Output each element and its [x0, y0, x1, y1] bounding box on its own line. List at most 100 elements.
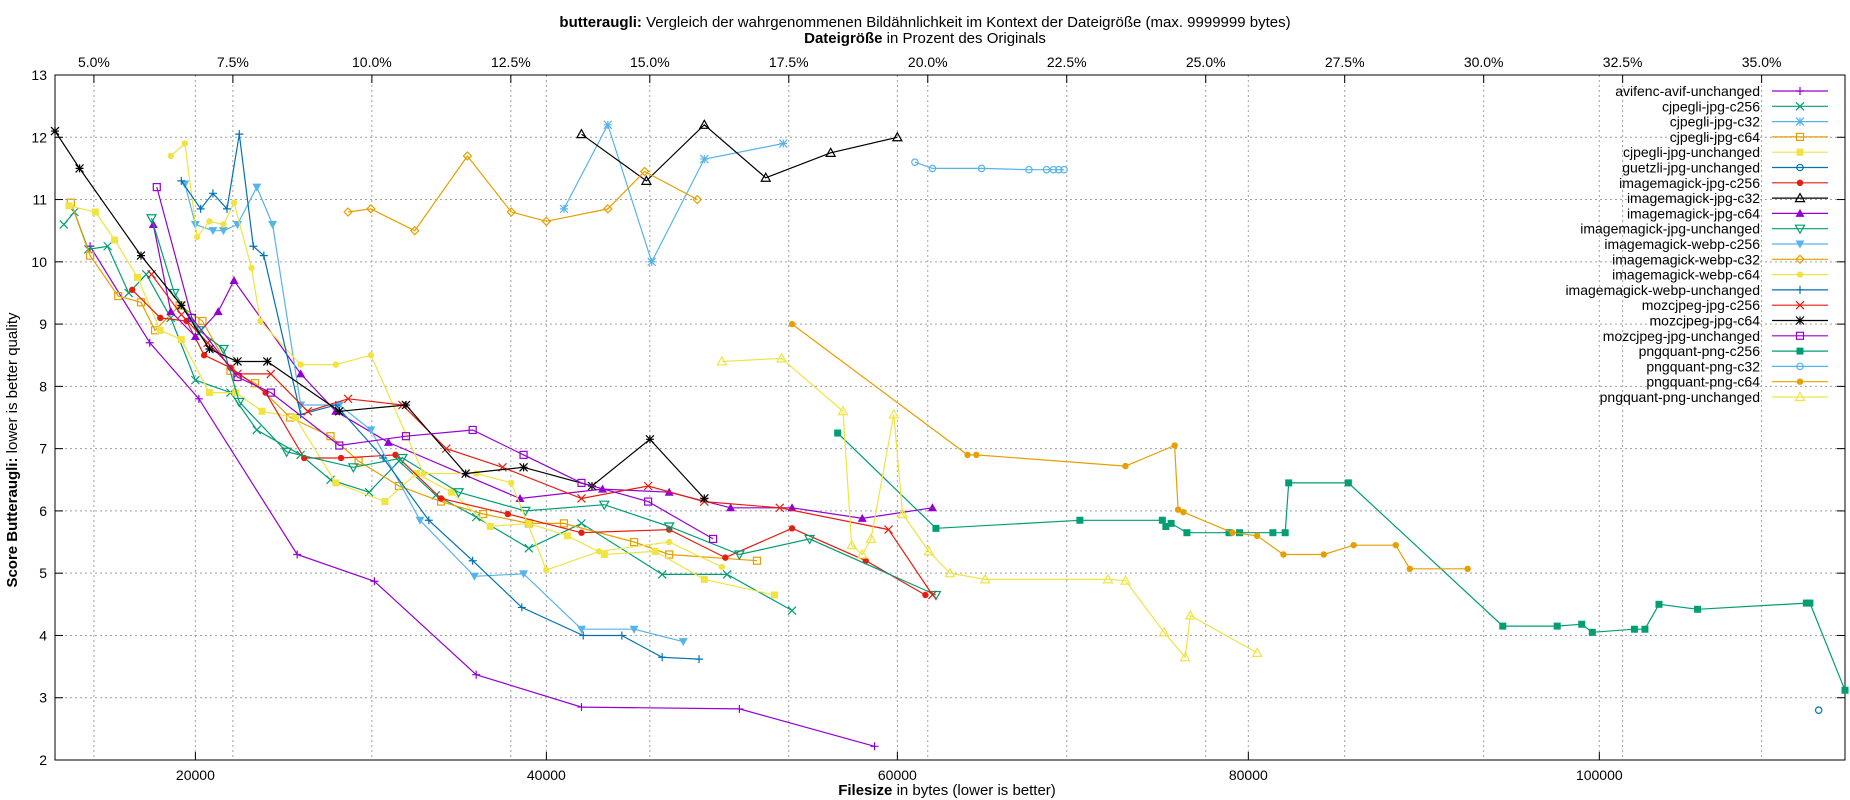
legend-label: imagemagick-webp-c256: [1604, 236, 1760, 252]
data-point: [1162, 522, 1170, 530]
data-point: [129, 286, 136, 294]
plot-border: [54, 74, 1846, 761]
data-point: [1841, 686, 1849, 694]
data-point: [381, 498, 389, 506]
series-line: [837, 432, 1846, 691]
series-cjpegli-jpg-unchanged: [65, 202, 779, 599]
data-point: [600, 551, 608, 558]
series-imagemagick-webp-c64: [167, 140, 726, 574]
chart-title-rest: Vergleich der wahrgenommenen Bildähnlich…: [642, 14, 1291, 31]
data-point: [233, 397, 245, 408]
data-point: [1795, 300, 1805, 310]
data-point: [1320, 551, 1327, 558]
data-point: [1796, 271, 1804, 278]
data-point: [1102, 573, 1114, 584]
y-tick-label: 3: [39, 690, 47, 706]
data-point: [1236, 529, 1244, 537]
data-point: [415, 516, 425, 525]
legend-item: cjpegli-jpg-c256: [1662, 98, 1828, 114]
data-point: [166, 307, 176, 316]
data-point: [678, 638, 688, 647]
data-point: [230, 199, 238, 206]
data-point: [266, 369, 276, 379]
data-point: [666, 538, 673, 546]
data-point: [524, 543, 534, 553]
data-point: [928, 590, 937, 600]
data-point: [229, 276, 239, 284]
x-tick-label: 40000: [527, 767, 566, 783]
data-point: [1392, 541, 1399, 549]
x2-tick-label: 27.5%: [1325, 54, 1365, 70]
data-point: [258, 407, 266, 415]
data-point: [200, 352, 208, 359]
data-point: [176, 310, 186, 320]
data-point: [771, 591, 779, 599]
data-point: [176, 300, 186, 310]
ticks: 2 3 4 5 6 7 8 9 10 11 12 13 20000 40000 60000 80000 1000…: [31, 54, 1845, 783]
legend-item: pngquant-png-c256: [1639, 343, 1828, 359]
y-tick-label: 13: [31, 67, 47, 83]
data-point: [577, 518, 586, 528]
series-line: [170, 142, 723, 571]
data-point: [1630, 625, 1638, 633]
data-point: [1269, 529, 1277, 537]
data-point: [392, 451, 399, 459]
data-point: [111, 236, 119, 244]
legend-label: cjpegli-jpg-c64: [1670, 129, 1760, 145]
y-axis-label-bold: Score Butteraugli:: [4, 458, 21, 588]
data-point: [262, 357, 272, 366]
legend-item: pngquant-png-unchanged: [1600, 389, 1828, 405]
data-point: [699, 154, 709, 164]
data-point: [420, 470, 427, 477]
y-tick-label: 2: [39, 752, 47, 768]
data-point: [1796, 179, 1804, 186]
legend-label: mozcjpeg-jpg-c256: [1642, 297, 1760, 313]
legend-label: cjpegli-jpg-c32: [1670, 114, 1760, 130]
data-point: [977, 164, 986, 173]
data-point: [208, 189, 217, 198]
data-point: [486, 522, 494, 530]
data-point: [1796, 347, 1804, 355]
data-point: [453, 488, 465, 498]
data-point: [504, 510, 511, 518]
data-point: [409, 225, 420, 236]
legend-item: imagemagick-jpg-c256: [1619, 175, 1828, 191]
legend-item: imagemagick-webp-c256: [1604, 236, 1828, 252]
legend-label: mozcjpeg-jpg-unchanged: [1603, 328, 1760, 344]
series-line: [180, 134, 700, 660]
data-point: [575, 128, 587, 139]
x2-tick-label: 5.0%: [78, 54, 110, 70]
y-tick-label: 12: [31, 129, 47, 145]
data-point: [1350, 541, 1357, 549]
data-point: [888, 408, 900, 419]
data-point: [249, 242, 258, 251]
series-line: [150, 218, 937, 596]
y-tick-label: 7: [39, 441, 47, 457]
data-point: [1251, 647, 1263, 657]
data-point: [543, 566, 550, 574]
data-point: [297, 361, 304, 368]
data-point: [519, 450, 528, 459]
data-point: [1167, 519, 1175, 527]
data-point: [825, 147, 837, 157]
data-point: [640, 175, 652, 185]
data-point: [233, 372, 242, 382]
chart-title: butteraugli: Vergleich der wahrgenommene…: [559, 14, 1290, 31]
data-point: [1795, 316, 1805, 325]
legend-label: pngquant-png-c32: [1646, 358, 1760, 374]
series-line: [581, 123, 898, 182]
data-point: [1814, 706, 1823, 714]
x2-tick-label: 32.5%: [1603, 54, 1643, 70]
data-point: [1641, 625, 1649, 633]
data-point: [787, 606, 797, 615]
data-point: [85, 251, 95, 260]
data-point: [472, 670, 481, 679]
series-line: [70, 202, 758, 562]
data-point: [1796, 148, 1804, 156]
data-point: [441, 444, 451, 454]
legend-item: mozcjpeg-jpg-c256: [1642, 297, 1828, 313]
series-pngquant-png-unchanged: [716, 352, 1263, 662]
data-point: [332, 361, 339, 368]
data-point: [700, 575, 708, 583]
legend-item: imagemagick-webp-c32: [1612, 251, 1828, 267]
